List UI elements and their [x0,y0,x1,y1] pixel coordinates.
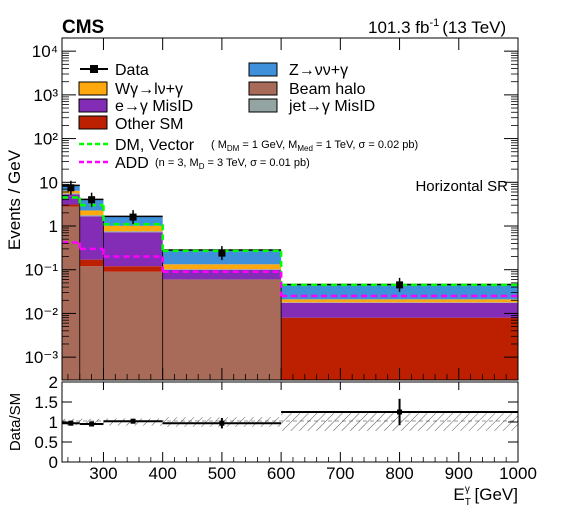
main-y-axis: 10⁻³ 10⁻² 10⁻¹ 1 10 10² 10³ 10⁴ [24,37,518,367]
lumi-exponent: -1 [429,17,439,29]
data-point-4 [396,281,404,289]
stack-bar-wl-4 [281,299,518,303]
legend-dm: DM, Vector ( MDM = 1 GeV, MMed = 1 TeV, … [79,137,418,154]
ratio-point-0 [68,420,74,426]
stack-bar-othersm-1 [79,259,104,267]
ratio-x-axis: 300 400 500 600 700 800 900 1000 [67,382,537,483]
svg-text:( MDM = 1 GeV, MMed = 1 TeV,: ( MDM = 1 GeV, MMed = 1 TeV, σ = 0.02 pb… [211,139,418,153]
stack-bar-beamhalo-3 [162,279,282,380]
legend-data: Data [80,62,149,79]
x-tick-label-4: 700 [326,464,354,483]
stack-bar-wl-3 [162,264,282,270]
ratio-y-title: Data/SM [7,393,24,451]
stack-bar-beamhalo-0 [62,206,80,380]
main-frame [61,37,519,381]
stack-bar-emisid-4 [281,302,518,318]
x-tick-label-0: 300 [89,464,117,483]
x-tick-label-7: 1000 [499,464,537,483]
ratio-point-4 [397,409,403,415]
lumi-energy: (13 TeV) [442,18,506,37]
svg-text:Z→νν+γ: Z→νν+γ [289,62,348,79]
main-y-title: Events / GeV [5,149,24,250]
stack-bar-beamhalo-2 [103,271,163,380]
ratio-point-1 [89,421,95,427]
svg-text:Data: Data [115,62,149,79]
stack-bar-jetmisid-3 [162,269,282,270]
stack-bar-emisid-2 [103,232,163,267]
ratio-point-2 [130,418,136,424]
lumi-value: 101.3 fb [368,18,429,37]
stack-bar-z-4 [281,284,518,300]
main-y-tick-label-0: 10⁻³ [24,348,58,367]
legend-wgamma: Wγ→lν+γ [78,81,183,98]
legend-other-sm: Other SM [78,115,183,133]
data-point-0 [67,184,75,192]
legend-beam-halo: Beam halo [248,81,366,98]
stack-bar-wl-2 [103,225,163,232]
stack-bar-emisid-1 [79,216,104,260]
stack-bar-wl-1 [79,210,104,216]
svg-text:jet→γ MisID: jet→γ MisID [288,98,375,115]
region-label: Horizontal SR [415,178,508,195]
svg-text:DM, Vector: DM, Vector [115,137,195,154]
ratio-y-tick-label-4: 2 [49,373,58,392]
x-tick-label-6: 900 [445,464,473,483]
legend-misid-e: e→γ MisID [78,98,193,115]
svg-text:Beam halo: Beam halo [289,81,366,98]
stack-bar-jetmisid-4 [281,302,518,303]
experiment-label: CMS [62,17,104,38]
x-axis-title: ETγ [GeV] [453,484,518,508]
data-points [67,180,404,292]
data-point-2 [129,213,137,221]
svg-text:(n = 3, MD = 3 TeV, σ = 0.01 p: (n = 3, MD = 3 TeV, σ = 0.01 pb) [155,157,310,171]
svg-text:e→γ MisID: e→γ MisID [115,98,193,115]
main-y-tick-label-7: 10⁴ [32,42,58,61]
main-y-tick-label-5: 10² [33,130,58,149]
stack-bar-othersm-2 [103,266,163,272]
ratio-y-tick-label-3: 1.5 [34,393,58,412]
ratio-point-3 [219,420,225,426]
ratio-y-tick-label-0: 0 [49,453,58,472]
svg-text:ADD: ADD [115,155,149,172]
x-tick-label-5: 800 [385,464,413,483]
ratio-y-tick-label-1: 0.5 [34,433,58,452]
luminosity-label: 101.3 fb-1 (13 TeV) [368,17,506,37]
x-tick-label-2: 500 [208,464,236,483]
svg-text:Other SM: Other SM [115,116,183,133]
stack-bar-beamhalo-1 [79,266,104,380]
x-tick-label-3: 600 [267,464,295,483]
ratio-y-axis: 00.511.52 [34,373,518,472]
main-y-tick-label-2: 10⁻¹ [24,261,58,280]
stack-bar-jetmisid-1 [79,215,104,217]
stack-bar-othersm-0 [62,204,80,207]
data-point-1 [88,196,96,204]
x-tick-label-1: 400 [148,464,176,483]
main-y-tick-label-6: 10³ [33,86,58,105]
data-point-3 [218,249,226,257]
ratio-y-tick-label-2: 1 [49,413,58,432]
stack-bar-emisid-3 [162,269,282,280]
main-x-ticks [67,38,519,380]
ratio-points [62,398,518,429]
legend-jet-misid: jet→γ MisID [248,98,375,115]
legend: Data Wγ→lν+γ e→γ MisID Other SM Z→νν+γ B… [78,62,418,172]
main-y-tick-label-3: 1 [49,217,58,236]
legend-zgamma: Z→νν+γ [248,62,348,79]
main-y-tick-label-4: 10 [39,173,58,192]
stack-bar-jetmisid-2 [103,231,163,233]
svg-text:Wγ→lν+γ: Wγ→lν+γ [115,81,183,98]
legend-add: ADD (n = 3, MD = 3 TeV, σ = 0.01 pb) [79,155,310,172]
stack-bar-emisid-0 [62,194,80,205]
main-y-tick-label-1: 10⁻² [24,304,58,323]
